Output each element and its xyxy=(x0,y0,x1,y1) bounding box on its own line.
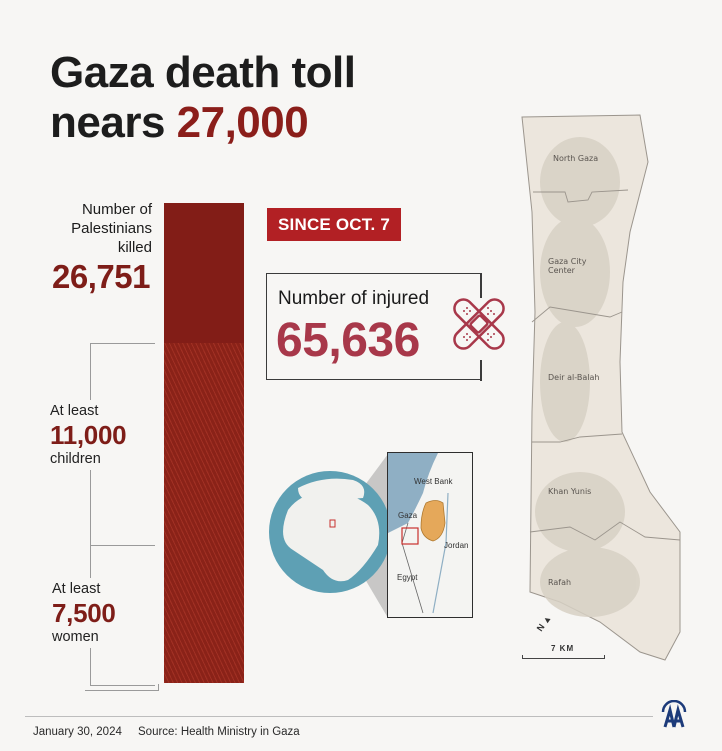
children-stat: At least 11,000 children xyxy=(50,400,127,470)
bracket-bottom-line xyxy=(85,690,159,691)
anadolu-agency-logo-icon xyxy=(661,700,687,728)
title-line-2: nears 27,000 xyxy=(50,98,309,147)
bandage-icon xyxy=(453,298,505,350)
bar-segment-children-women xyxy=(164,343,244,683)
inset-label-west-bank: West Bank xyxy=(414,477,453,486)
map-label-khan-yunis: Khan Yunis xyxy=(548,487,592,496)
globe-locator-map xyxy=(269,454,391,618)
inset-map-graphic xyxy=(388,453,449,614)
women-stat: At least 7,500 women xyxy=(52,578,116,648)
map-label-gaza-city-center: Gaza City Center xyxy=(548,257,587,275)
injured-box-edge xyxy=(480,360,482,381)
title-line-1: Gaza death toll xyxy=(50,48,356,97)
map-label-rafah: Rafah xyxy=(548,578,572,587)
footer-source: Source: Health Ministry in Gaza xyxy=(138,726,300,738)
women-value: 7,500 xyxy=(52,598,116,628)
bar-segment-other xyxy=(164,203,244,343)
children-value: 11,000 xyxy=(50,420,127,450)
killed-value: 26,751 xyxy=(52,258,150,295)
injured-value: 65,636 xyxy=(276,314,420,367)
gaza-strip-map xyxy=(521,114,681,661)
map-label-deir-al-balah: Deir al-Balah xyxy=(548,373,600,382)
since-badge: SINCE OCT. 7 xyxy=(267,208,401,241)
bracket-bottom-tick xyxy=(158,684,159,691)
map-label-north-gaza: North Gaza xyxy=(553,154,599,163)
injured-box xyxy=(266,273,481,380)
inset-label-egypt: Egypt xyxy=(397,573,418,582)
scale-bar xyxy=(522,655,605,659)
inset-label-gaza: Gaza xyxy=(398,511,418,520)
death-toll-bar xyxy=(164,203,244,683)
injured-label: Number of injured xyxy=(278,288,430,309)
title-accent-number: 27,000 xyxy=(176,98,309,147)
scale-label: 7 KM xyxy=(551,644,575,653)
israel-palestine-inset-map: West Bank Gaza Jordan Egypt xyxy=(387,452,473,618)
inset-label-jordan: Jordan xyxy=(444,541,469,550)
injured-box-edge xyxy=(480,273,482,298)
page-title: Gaza death toll nears 27,000 xyxy=(50,48,356,148)
killed-label: Number of Palestinians killed xyxy=(71,201,152,256)
footer-date: January 30, 2024 xyxy=(33,726,122,738)
footer-divider xyxy=(25,716,653,717)
